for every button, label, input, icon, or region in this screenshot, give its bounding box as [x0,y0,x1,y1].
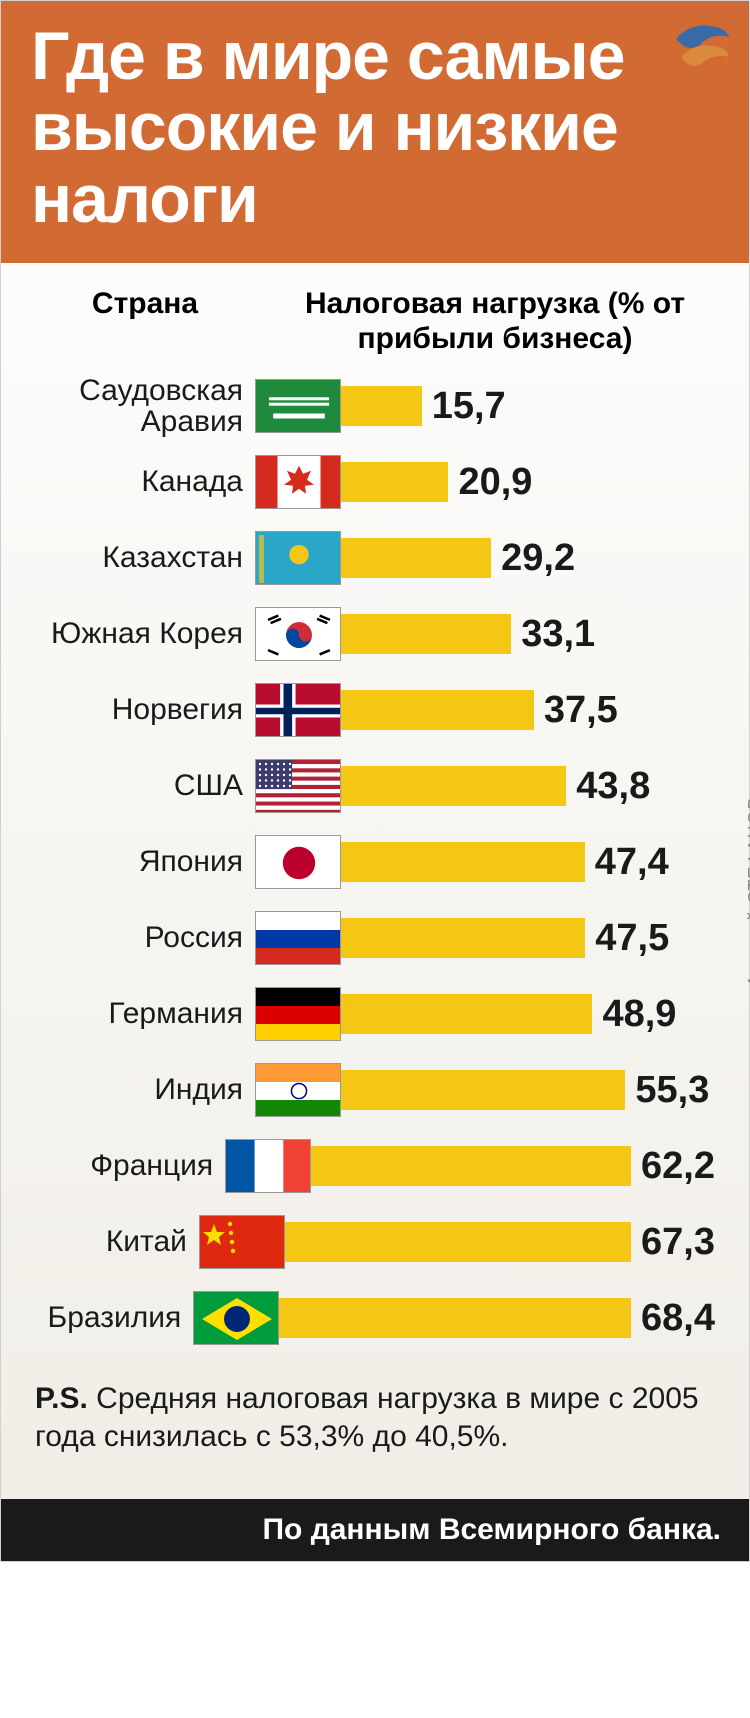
chart-body: Алексей СТЕФАНОВ Страна Налоговая нагруз… [1,263,749,1499]
country-label: Южная Корея [35,618,255,650]
page-title: Где в мире самые высокие и низкие налоги [31,21,719,235]
chart-row: США 43,8 [35,754,715,818]
country-label: Бразилия [35,1302,193,1334]
col-header-country: Страна [35,287,255,356]
bar-value: 62,2 [641,1145,715,1188]
bar-area: 62,2 [311,1146,715,1186]
bar-value: 55,3 [635,1069,709,1112]
bar-area: 43,8 [341,766,715,806]
ps-text: Средняя налоговая нагрузка в мире с 2005… [35,1382,699,1453]
bar [341,690,534,730]
column-headers: Страна Налоговая нагрузка (% от прибыли … [35,287,715,356]
bar-value: 29,2 [501,537,575,580]
chart-row: Саудовская Аравия 15,7 [35,374,715,438]
country-label: Россия [35,922,255,954]
country-label: США [35,770,255,802]
bar [285,1222,631,1262]
chart-row: Южная Корея 33,1 [35,602,715,666]
bar-area: 33,1 [341,614,715,654]
chart-row: Франция 62,2 [35,1134,715,1198]
bar-value: 67,3 [641,1221,715,1264]
bar-value: 33,1 [521,613,595,656]
tax-infographic: Где в мире самые высокие и низкие налоги… [0,0,750,1562]
country-label: Франция [35,1150,225,1182]
bar [341,614,511,654]
chart-row: Бразилия 68,4 [35,1286,715,1350]
country-label: Казахстан [35,542,255,574]
bar [279,1298,631,1338]
header: Где в мире самые высокие и низкие налоги [1,1,749,263]
bar-area: 20,9 [341,462,715,502]
flag-icon [255,455,341,509]
bar-area: 68,4 [279,1298,715,1338]
chart-row: Германия 48,9 [35,982,715,1046]
bar [341,1070,625,1110]
chart-row: Казахстан 29,2 [35,526,715,590]
bar-area: 15,7 [341,386,715,426]
bar [341,538,491,578]
bar [341,462,448,502]
bar-area: 47,5 [341,918,715,958]
bar-area: 48,9 [341,994,715,1034]
flag-icon [255,835,341,889]
bar [341,842,585,882]
bar-value: 15,7 [432,385,506,428]
country-label: Саудовская Аравия [35,375,255,438]
bar-value: 37,5 [544,689,618,732]
bar-value: 47,5 [595,917,669,960]
country-label: Канада [35,466,255,498]
col-header-value: Налоговая нагрузка (% от прибыли бизнеса… [255,287,715,356]
country-label: Норвегия [35,694,255,726]
footer-text: По данным Всемирного банка. [262,1513,721,1546]
flag-icon [193,1291,279,1345]
chart-row: Япония 47,4 [35,830,715,894]
chart-row: Норвегия 37,5 [35,678,715,742]
flag-icon [255,911,341,965]
bar-area: 37,5 [341,690,715,730]
flag-icon [255,531,341,585]
flag-icon [255,759,341,813]
bar-value: 47,4 [595,841,669,884]
flag-icon [255,683,341,737]
country-label: Германия [35,998,255,1030]
flag-icon [255,379,341,433]
country-label: Китай [35,1226,199,1258]
chart-row: Россия 47,5 [35,906,715,970]
flag-icon [255,987,341,1041]
chart-rows: Саудовская Аравия 15,7 Канада 20,9 Казахст… [35,374,715,1350]
bar-area: 55,3 [341,1070,715,1110]
author-credit: Алексей СТЕФАНОВ [745,796,750,986]
bar [341,994,592,1034]
ps-label: P.S. [35,1382,88,1415]
flag-icon [255,607,341,661]
bar [311,1146,631,1186]
postscript: P.S. Средняя налоговая нагрузка в мире с… [35,1362,715,1479]
bar-value: 43,8 [576,765,650,808]
bar-area: 67,3 [285,1222,715,1262]
flag-icon [255,1063,341,1117]
bar [341,918,585,958]
flag-icon [199,1215,285,1269]
flag-icon [225,1139,311,1193]
bar-area: 47,4 [341,842,715,882]
bar [341,386,422,426]
chart-row: Китай 67,3 [35,1210,715,1274]
bar-value: 20,9 [458,461,532,504]
bar [341,766,566,806]
bar-value: 48,9 [602,993,676,1036]
chart-row: Канада 20,9 [35,450,715,514]
bird-icon [671,19,731,74]
footer: По данным Всемирного банка. [1,1499,749,1561]
bar-area: 29,2 [341,538,715,578]
chart-row: Индия 55,3 [35,1058,715,1122]
bar-value: 68,4 [641,1297,715,1340]
country-label: Индия [35,1074,255,1106]
country-label: Япония [35,846,255,878]
